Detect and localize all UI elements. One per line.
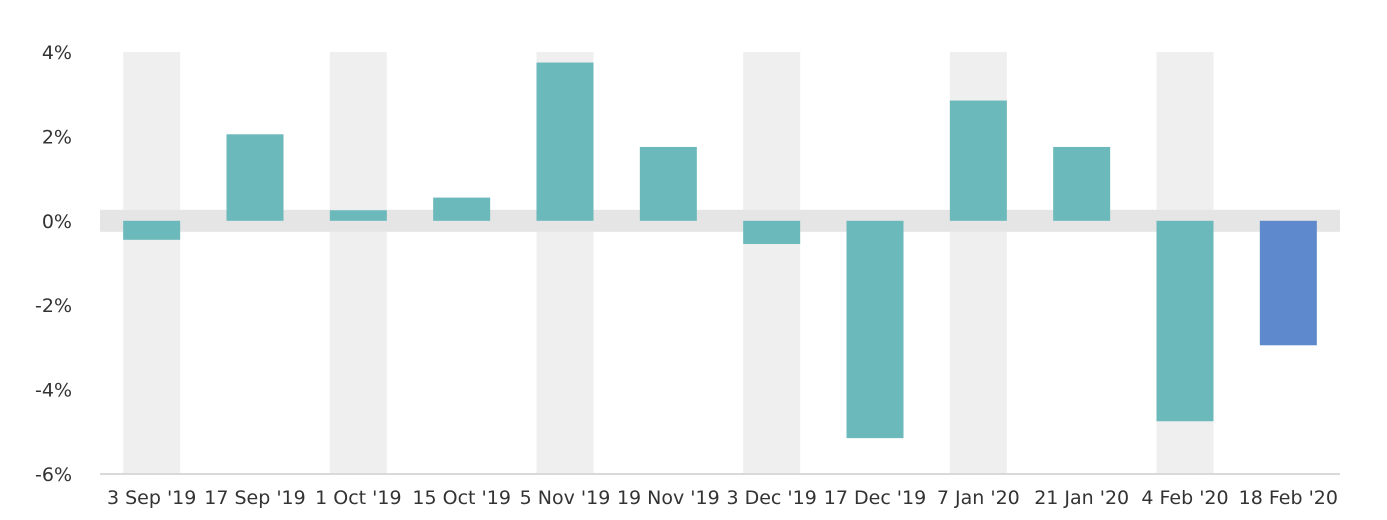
bar-2 <box>330 210 387 221</box>
bar-8 <box>950 101 1007 221</box>
band-2 <box>330 52 387 474</box>
x-tick-label: 17 Dec '19 <box>824 487 926 509</box>
bar-6 <box>743 221 800 244</box>
x-tick-label: 3 Dec '19 <box>726 487 816 509</box>
x-axis-ticks: 3 Sep '19 17 Sep '19 1 Oct '19 15 Oct '19 5 … <box>107 487 1338 509</box>
band-0 <box>123 52 180 474</box>
bar-9 <box>1053 147 1110 221</box>
bar-3 <box>433 198 490 221</box>
bar-11 <box>1260 221 1317 345</box>
bar-7 <box>847 221 904 438</box>
y-tick-label: -4% <box>35 380 72 402</box>
band-6 <box>743 52 800 474</box>
y-axis-ticks: 4% 2% 0% -2% -4% -6% <box>35 42 72 486</box>
bar-0 <box>123 221 180 240</box>
zero-band <box>100 210 1340 232</box>
x-tick-label: 3 Sep '19 <box>107 487 196 509</box>
y-tick-label: 4% <box>42 42 72 64</box>
bars <box>123 63 1317 439</box>
x-tick-label: 1 Oct '19 <box>315 487 401 509</box>
x-tick-label: 21 Jan '20 <box>1034 487 1129 509</box>
x-tick-label: 18 Feb '20 <box>1239 487 1338 509</box>
y-tick-label: 2% <box>42 126 72 148</box>
x-tick-label: 4 Feb '20 <box>1141 487 1228 509</box>
bar-5 <box>640 147 697 221</box>
x-tick-label: 15 Oct '19 <box>412 487 511 509</box>
background-bands <box>123 52 1213 474</box>
y-tick-label: 0% <box>42 211 72 233</box>
x-tick-label: 17 Sep '19 <box>204 487 305 509</box>
bar-1 <box>227 134 284 221</box>
x-tick-label: 19 Nov '19 <box>617 487 720 509</box>
bar-4 <box>537 63 594 221</box>
bar-10 <box>1157 221 1214 421</box>
x-tick-label: 5 Nov '19 <box>520 487 611 509</box>
y-tick-label: -6% <box>35 464 72 486</box>
x-tick-label: 7 Jan '20 <box>937 487 1020 509</box>
y-tick-label: -2% <box>35 295 72 317</box>
